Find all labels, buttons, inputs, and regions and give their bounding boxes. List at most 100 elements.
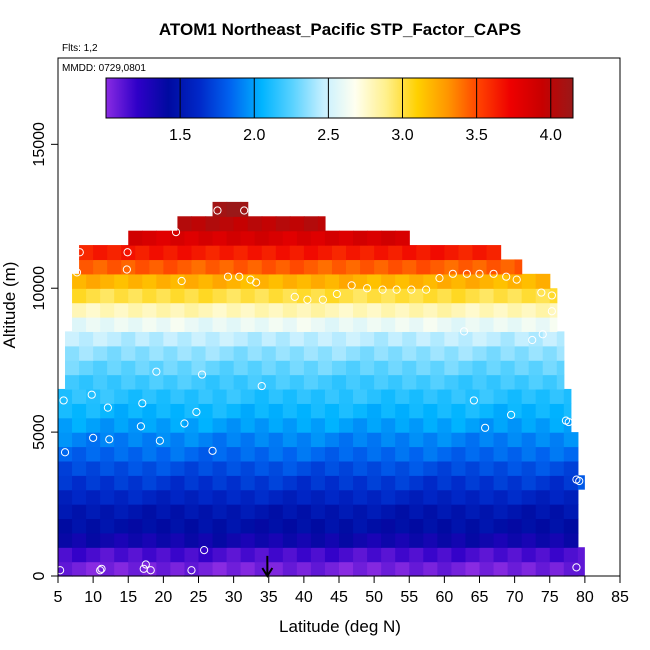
heat-cell	[58, 388, 73, 404]
heat-cell	[367, 547, 382, 563]
heat-cell	[72, 317, 87, 332]
heat-cell	[184, 489, 200, 505]
heat-cell	[268, 489, 284, 505]
data-point	[462, 269, 471, 278]
data-point	[303, 295, 312, 304]
heat-cell	[367, 403, 382, 419]
heat-cell	[423, 432, 438, 448]
heat-cell	[170, 432, 186, 448]
heat-cell	[128, 460, 143, 476]
heat-cell	[388, 245, 403, 261]
heat-cell	[465, 532, 481, 548]
heat-cell	[346, 331, 361, 347]
y-tick-label: 15000	[31, 122, 48, 167]
heat-cell	[535, 403, 551, 419]
heat-cell	[458, 331, 474, 347]
data-point	[512, 275, 521, 284]
heat-cell	[282, 561, 298, 577]
heat-cell	[317, 331, 333, 347]
colorbar-scale	[105, 77, 574, 119]
heat-cell	[58, 475, 73, 491]
heat-cell	[437, 273, 452, 289]
heat-cell	[233, 245, 249, 261]
heat-cell	[374, 345, 389, 361]
heat-cell	[275, 216, 291, 232]
y-tick-label: 10000	[31, 266, 48, 311]
heat-cell	[268, 446, 284, 462]
heat-cell	[226, 460, 242, 476]
heat-cell	[296, 417, 312, 433]
heat-cell	[247, 345, 263, 361]
heat-cell	[360, 345, 375, 361]
heat-cell	[360, 331, 375, 347]
heat-cell	[542, 331, 558, 347]
heat-cell	[268, 460, 284, 476]
heat-cell	[423, 518, 438, 534]
heat-cell	[282, 417, 298, 433]
heat-cell	[121, 245, 136, 261]
flights-label: Flts: 1,2	[62, 43, 98, 54]
heat-cell	[444, 245, 460, 261]
heat-cell	[93, 374, 108, 390]
heat-cell	[395, 547, 410, 563]
heat-cell	[423, 288, 438, 304]
heat-cell	[268, 561, 284, 577]
heat-cell	[303, 374, 319, 390]
heat-cell	[493, 460, 509, 476]
heat-cell	[184, 432, 200, 448]
heat-cell	[58, 547, 73, 563]
heat-cell	[402, 245, 417, 261]
heat-cell	[353, 547, 368, 563]
heat-cell	[367, 504, 382, 520]
heat-cell	[86, 518, 101, 534]
heat-cell	[395, 532, 410, 548]
heat-cell	[170, 518, 186, 534]
heat-cell	[360, 259, 375, 275]
data-point	[528, 335, 537, 345]
heat-cell	[86, 532, 101, 548]
heat-cell	[219, 216, 235, 232]
heat-cell	[451, 475, 467, 491]
heat-cell	[479, 302, 495, 318]
x-tick-label: 30	[225, 589, 243, 606]
heat-cell	[177, 360, 193, 376]
heat-cell	[268, 403, 284, 419]
heat-cell	[423, 475, 438, 491]
heat-cell	[212, 489, 228, 505]
heat-cell	[451, 288, 467, 304]
heat-cell	[324, 417, 340, 433]
heat-cell	[212, 547, 228, 563]
heat-cell	[388, 345, 403, 361]
heat-cell	[226, 432, 242, 448]
heat-cell	[289, 259, 305, 275]
heat-cell	[556, 360, 565, 376]
heat-cell	[114, 432, 129, 448]
heat-cell	[184, 317, 200, 332]
heat-cell	[458, 374, 474, 390]
heat-cell	[254, 547, 270, 563]
heat-cell	[184, 388, 200, 404]
heat-cell	[423, 302, 438, 318]
heat-cell	[339, 475, 354, 491]
heat-cell	[100, 317, 115, 332]
heat-cell	[514, 259, 523, 275]
heat-cell	[233, 345, 249, 361]
data-point	[363, 284, 372, 293]
heat-cell	[240, 561, 256, 577]
heat-cell	[465, 302, 481, 318]
data-point	[469, 396, 478, 405]
heat-cell	[507, 518, 523, 534]
heat-cell	[156, 518, 171, 534]
heat-cell	[233, 331, 249, 347]
heat-cell	[282, 388, 298, 404]
heat-cell	[472, 245, 488, 261]
heat-cell	[353, 532, 368, 548]
heat-cell	[353, 288, 368, 304]
heat-cell	[156, 446, 171, 462]
heat-cell	[240, 432, 256, 448]
heat-cell	[472, 360, 488, 376]
heat-cell	[444, 259, 460, 275]
heat-cell	[296, 561, 312, 577]
heat-cell	[86, 460, 101, 476]
heat-cell	[156, 489, 171, 505]
